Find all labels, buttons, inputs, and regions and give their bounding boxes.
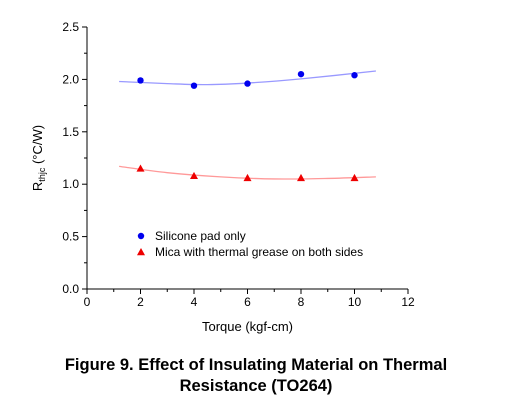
caption-line-1: Figure 9. Effect of Insulating Material …: [64, 356, 448, 374]
x-tick-label: 2: [137, 295, 144, 309]
data-point: [190, 82, 198, 89]
figure-caption: Figure 9. Effect of Insulating Material …: [0, 355, 512, 397]
data-point: [190, 171, 198, 180]
x-tick-label: 10: [348, 295, 362, 309]
y-ticks: 0.0 0.5 1.0 1.5 2.0 2.5: [62, 20, 87, 296]
y-tick-label: 1.5: [62, 125, 79, 139]
data-point: [136, 164, 145, 172]
caption-line-2: Resistance (TO264): [179, 377, 333, 395]
y-tick-label: 2.5: [62, 20, 79, 34]
data-point: [244, 80, 251, 87]
data-point: [351, 72, 358, 79]
trend-lines: [119, 70, 376, 180]
y-tick-label: 0.5: [62, 230, 79, 244]
y-tick-label: 1.0: [62, 177, 79, 191]
x-tick-label: 0: [84, 295, 91, 309]
legend-label: Silicone pad only: [155, 229, 246, 243]
legend-label: Mica with thermal grease on both sides: [155, 245, 363, 259]
x-tick-label: 8: [298, 295, 305, 309]
x-axis: 0 2 4 6 8 10 12 Torque (kgf-cm): [84, 288, 415, 334]
legend: Silicone pad only Mica with thermal greas…: [137, 229, 363, 259]
data-point: [350, 173, 359, 182]
y-axis-title-sub: thjc: [37, 167, 47, 182]
data-points: [136, 70, 359, 182]
y-tick-label: 0.0: [62, 282, 79, 296]
legend-marker: [137, 248, 145, 256]
x-tick-label: 6: [244, 295, 251, 309]
data-point: [297, 70, 305, 78]
y-axis-title-main: R: [30, 182, 45, 191]
x-tick-label: 4: [191, 295, 198, 309]
legend-marker: [137, 232, 145, 240]
data-point: [137, 77, 144, 84]
x-ticks: 0 2 4 6 8 10 12: [84, 289, 415, 309]
x-tick-label: 12: [401, 295, 415, 309]
chart: 0 2 4 6 8 10 12 Torque (kgf-cm) 0.0 0.5 1.0 1.5 2.…: [30, 20, 415, 334]
x-axis-title: Torque (kgf-cm): [202, 319, 293, 334]
y-axis-title-unit: (°C/W): [30, 125, 45, 168]
data-point: [243, 173, 252, 182]
y-axis-title: Rthjc (°C/W): [30, 125, 47, 191]
data-point: [297, 173, 305, 182]
y-axis: 0.0 0.5 1.0 1.5 2.0 2.5 Rthjc (°C/W): [30, 20, 88, 296]
y-tick-label: 2.0: [62, 72, 79, 86]
trend-line: [119, 70, 376, 86]
